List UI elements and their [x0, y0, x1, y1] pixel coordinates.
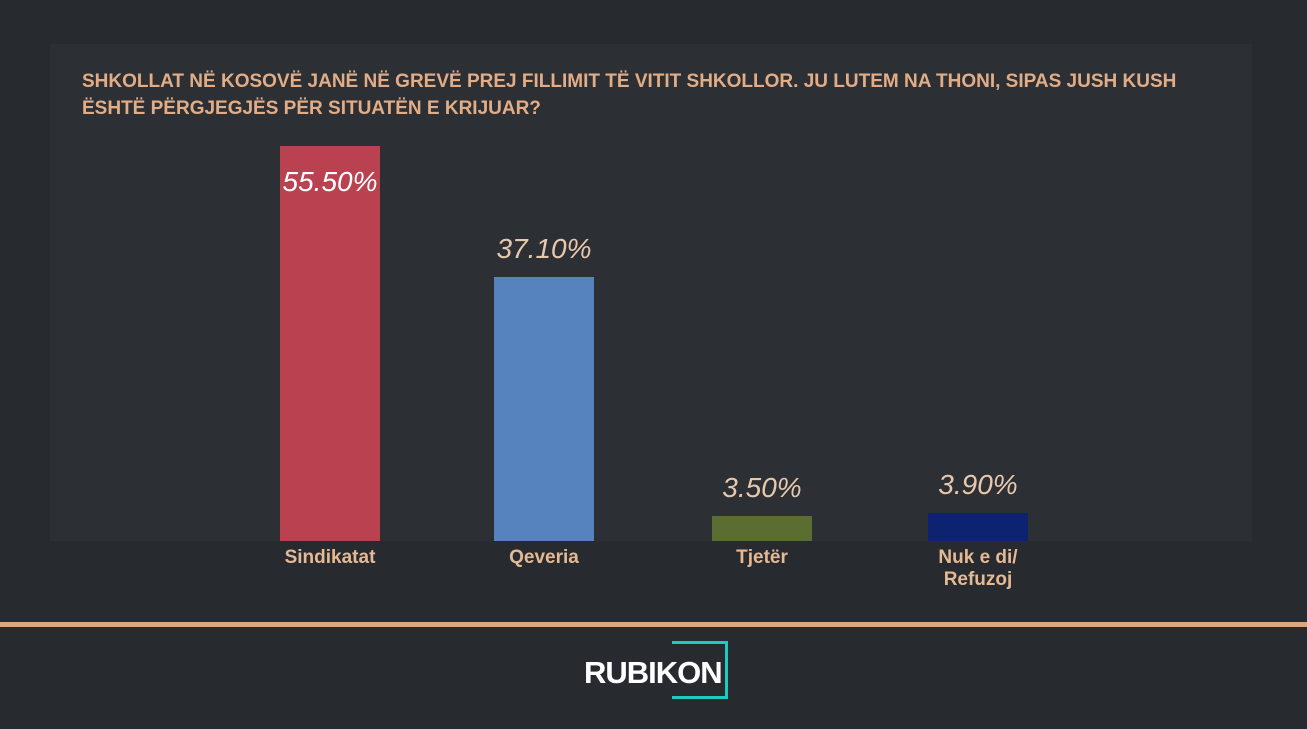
logo: RUBIKON	[584, 655, 723, 690]
bar	[494, 276, 594, 541]
logo-frame	[672, 641, 728, 699]
divider	[0, 622, 1307, 627]
x-tick-label: Sindikatat	[284, 547, 376, 568]
x-tick-label: Tjetër	[736, 547, 788, 568]
bar	[280, 146, 380, 541]
chart-title: Shkollat në Kosovë janë në grevë prej fi…	[82, 71, 1177, 119]
value-label: 55.50%	[282, 166, 378, 197]
plot-panel	[50, 44, 1252, 541]
bar	[712, 516, 812, 541]
value-label: 3.50%	[722, 472, 802, 504]
bar	[928, 513, 1028, 541]
value-label: 37.10%	[496, 232, 592, 264]
value-label: 3.90%	[938, 469, 1018, 501]
x-tick-label: Qeveria	[509, 547, 579, 568]
x-tick-label: Nuk e di/ Refuzoj	[938, 547, 1018, 590]
